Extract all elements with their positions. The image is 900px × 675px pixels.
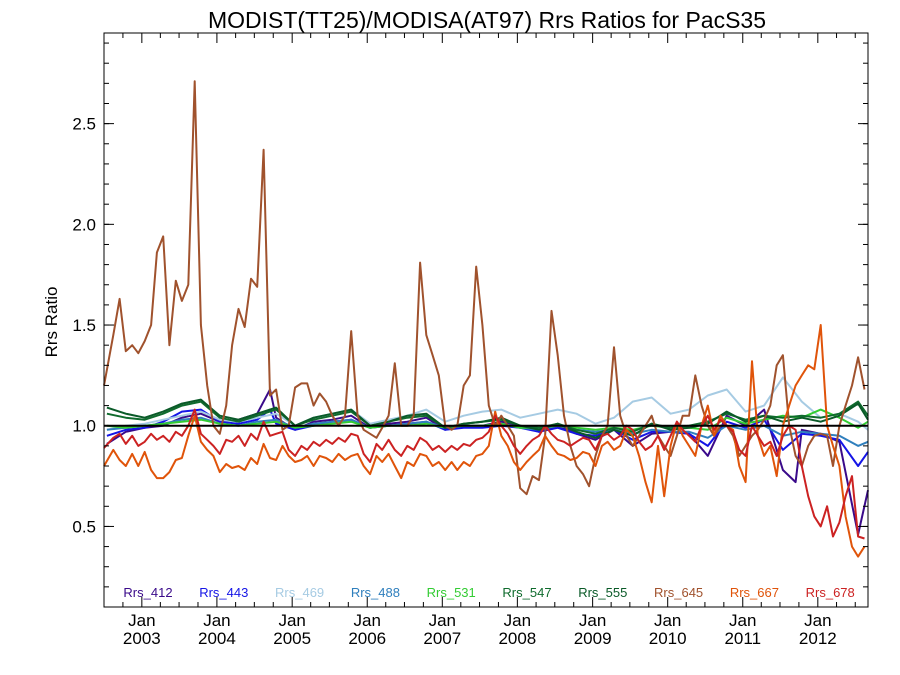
legend-entry-rrs-488: Rrs_488 bbox=[351, 585, 400, 600]
x-tick-label-month: Jan bbox=[354, 611, 381, 630]
x-tick-label-year: 2005 bbox=[273, 629, 311, 648]
y-tick-label: 1.5 bbox=[72, 316, 96, 335]
y-tick-label: 2.0 bbox=[72, 215, 96, 234]
plot-lines bbox=[103, 80, 869, 558]
x-tick-label-month: Jan bbox=[278, 611, 305, 630]
legend: Rrs_412 Rrs_443 Rrs_469 Rrs_488 Rrs_531 Rrs_5… bbox=[123, 585, 854, 600]
x-tick-label-year: 2003 bbox=[123, 629, 161, 648]
x-tick-label-month: Jan bbox=[128, 611, 155, 630]
x-tick-label-month: Jan bbox=[504, 611, 531, 630]
axes: 0.51.01.52.02.5Jan2003Jan2004Jan2005Jan2… bbox=[72, 32, 869, 648]
y-axis-label: Rrs Ratio bbox=[42, 287, 61, 358]
x-tick-label-month: Jan bbox=[804, 611, 831, 630]
y-tick-label: 2.5 bbox=[72, 115, 96, 134]
x-tick-label-month: Jan bbox=[579, 611, 606, 630]
legend-entry-rrs-678: Rrs_678 bbox=[806, 585, 855, 600]
y-tick-label: 0.5 bbox=[72, 517, 96, 536]
legend-entry-rrs-667: Rrs_667 bbox=[730, 585, 779, 600]
x-tick-label-month: Jan bbox=[729, 611, 756, 630]
x-tick-label-month: Jan bbox=[429, 611, 456, 630]
x-tick-label-month: Jan bbox=[203, 611, 230, 630]
y-tick-label: 1.0 bbox=[72, 417, 96, 436]
legend-entry-rrs-531: Rrs_531 bbox=[427, 585, 476, 600]
legend-entry-rrs-443: Rrs_443 bbox=[199, 585, 248, 600]
x-tick-label-year: 2011 bbox=[724, 629, 761, 648]
legend-entry-rrs-412: Rrs_412 bbox=[123, 585, 172, 600]
x-tick-label-year: 2004 bbox=[198, 629, 236, 648]
series-line-rrs-678 bbox=[103, 408, 865, 540]
x-tick-label-year: 2008 bbox=[498, 629, 536, 648]
plot-frame bbox=[103, 32, 869, 608]
series-line-rrs-645 bbox=[103, 80, 866, 496]
series-line-rrs-443 bbox=[106, 408, 869, 467]
x-tick-label-year: 2006 bbox=[348, 629, 386, 648]
legend-entry-rrs-645: Rrs_645 bbox=[654, 585, 703, 600]
x-tick-label-year: 2010 bbox=[649, 629, 687, 648]
legend-entry-rrs-469: Rrs_469 bbox=[275, 585, 324, 600]
series-line-rrs-667 bbox=[103, 324, 866, 558]
x-tick-label-year: 2012 bbox=[799, 629, 837, 648]
legend-entry-rrs-547: Rrs_547 bbox=[502, 585, 551, 600]
x-tick-label-month: Jan bbox=[654, 611, 681, 630]
x-tick-label-year: 2009 bbox=[574, 629, 612, 648]
chart-title: MODIST(TT25)/MODISA(AT97) Rrs Ratios for… bbox=[208, 7, 766, 33]
x-tick-label-year: 2007 bbox=[423, 629, 461, 648]
legend-entry-rrs-555: Rrs_555 bbox=[578, 585, 627, 600]
